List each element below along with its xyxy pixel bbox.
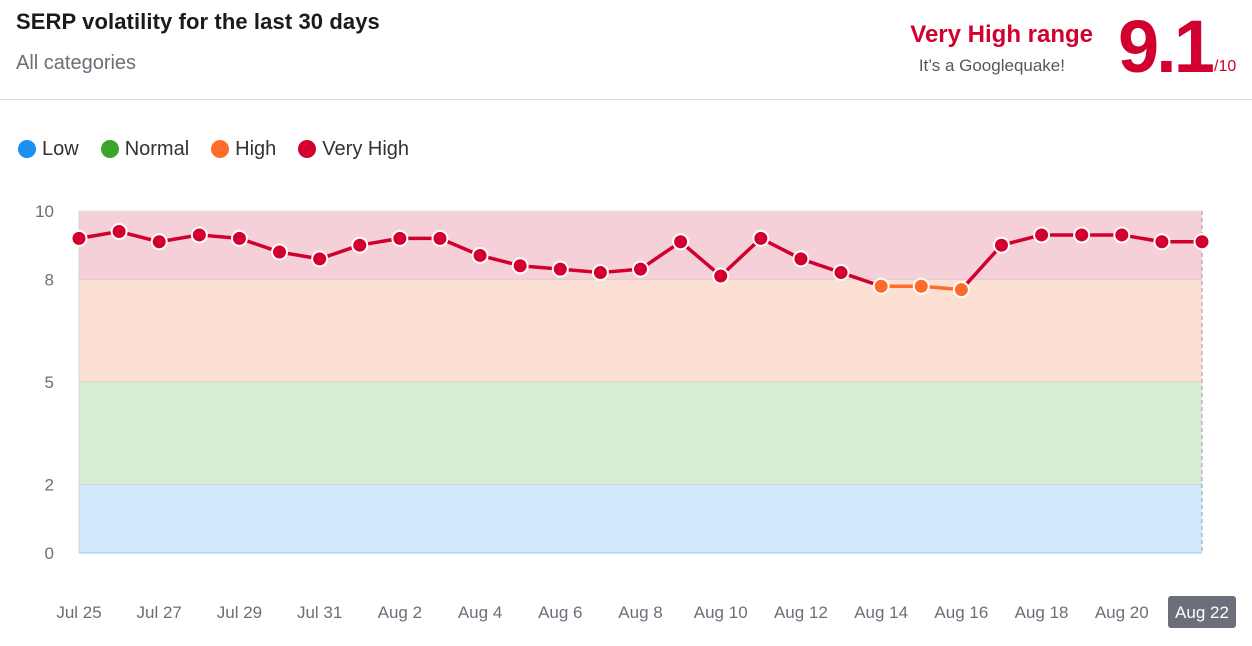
data-point — [832, 264, 850, 282]
data-point — [591, 264, 609, 282]
data-point — [70, 229, 88, 247]
data-point — [311, 250, 329, 268]
x-tick-label: Aug 12 — [774, 603, 828, 622]
data-point — [471, 246, 489, 264]
chart-header: SERP volatility for the last 30 days All… — [0, 0, 1252, 100]
data-point — [992, 236, 1010, 254]
data-point — [391, 229, 409, 247]
data-point — [1193, 233, 1211, 251]
series-line-segment — [718, 236, 763, 278]
volatility-score: 9.1 — [1118, 5, 1215, 88]
data-point — [952, 281, 970, 299]
y-tick-label: 2 — [45, 476, 54, 495]
data-point — [1033, 226, 1051, 244]
data-point — [792, 250, 810, 268]
x-tick-label: Aug 16 — [934, 603, 988, 622]
x-tick-label: Aug 10 — [694, 603, 748, 622]
band-normal — [79, 382, 1202, 485]
page-title: SERP volatility for the last 30 days — [16, 9, 380, 34]
x-tick-label: Jul 27 — [137, 603, 182, 622]
volatility-chart[interactable]: 0 2 5 8 10 Jul 25 Jul 27 Jul 29 Jul 31 Aug 2 Aug 4… — [0, 180, 1252, 646]
category-subtitle[interactable]: All categories — [16, 52, 137, 74]
data-point — [230, 229, 248, 247]
data-point — [190, 226, 208, 244]
data-point — [431, 229, 449, 247]
legend-item-high[interactable]: High — [211, 138, 276, 161]
legend-item-normal[interactable]: Normal — [100, 137, 190, 161]
data-point — [672, 233, 690, 251]
legend-dot-very-high — [298, 140, 317, 158]
x-tick-label: Aug 2 — [378, 603, 422, 622]
legend-dot-normal — [100, 140, 119, 158]
y-tick-label: 5 — [45, 373, 54, 392]
legend-item-low[interactable]: Low — [18, 138, 79, 161]
x-tick-label: Jul 29 — [217, 603, 262, 622]
data-point — [912, 277, 930, 295]
band-high — [79, 279, 1202, 382]
legend-dot-high — [211, 140, 230, 158]
x-tick-label: Aug 20 — [1095, 603, 1149, 622]
data-point — [511, 257, 529, 275]
series-line-segment — [959, 243, 1004, 292]
data-point — [1073, 226, 1091, 244]
data-point — [351, 236, 369, 254]
legend-label-normal: Normal — [124, 137, 190, 160]
data-point — [110, 223, 128, 241]
legend-label-very-high: Very High — [322, 137, 410, 160]
legend-label-low: Low — [42, 137, 79, 160]
data-point — [1113, 226, 1131, 244]
x-tick-label: Aug 6 — [538, 603, 582, 622]
active-date-badge — [1168, 596, 1236, 628]
x-tick-label: Aug 18 — [1015, 603, 1069, 622]
legend-dot-low — [18, 140, 36, 158]
x-tick-label: Aug 8 — [618, 603, 662, 622]
header-divider — [0, 99, 1252, 100]
x-tick-label: Aug 14 — [854, 603, 908, 622]
series-line-segment — [678, 240, 723, 278]
range-description: It’s a Googlequake! — [918, 56, 1065, 75]
x-tick-label-active: Aug 22 — [1175, 603, 1229, 622]
band-low — [79, 484, 1202, 553]
chart-legend: Low Normal High Very High — [18, 136, 431, 162]
legend-label-high: High — [235, 137, 277, 160]
y-tick-label: 0 — [45, 544, 54, 563]
x-tick-label: Aug 4 — [458, 603, 502, 622]
data-point — [872, 277, 890, 295]
data-point — [150, 233, 168, 251]
data-point — [551, 260, 569, 278]
legend-item-very-high[interactable]: Very High — [298, 138, 409, 161]
range-label: Very High range — [910, 21, 1093, 48]
x-tick-label: Jul 31 — [297, 603, 342, 622]
data-point — [632, 260, 649, 278]
data-point — [712, 267, 730, 285]
data-point — [752, 229, 770, 247]
y-tick-label: 8 — [45, 270, 54, 289]
data-point — [1153, 233, 1171, 251]
x-tick-label: Jul 25 — [56, 603, 101, 622]
y-tick-label: 10 — [35, 202, 54, 221]
score-max: /10 — [1214, 58, 1237, 75]
data-point — [271, 243, 289, 261]
